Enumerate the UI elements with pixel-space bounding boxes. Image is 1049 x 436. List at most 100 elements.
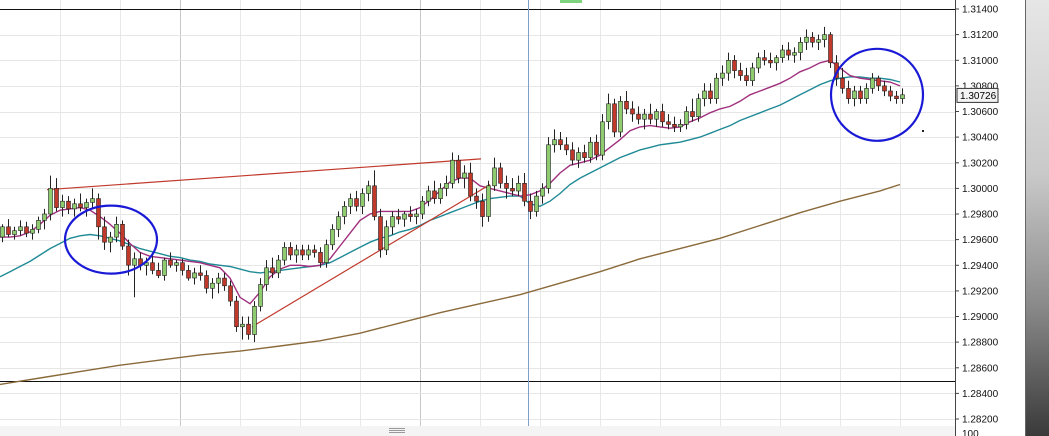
candle: [186, 265, 191, 281]
trend-line-0: [46, 158, 482, 191]
y-tick-label: 1.31400: [962, 5, 999, 16]
candle: [594, 134, 599, 161]
candle: [768, 52, 773, 68]
candle: [582, 144, 587, 163]
candle: [540, 183, 545, 204]
candle: [618, 96, 623, 138]
candle: [354, 190, 359, 212]
candle: [306, 244, 311, 261]
candle: [720, 65, 725, 86]
sma-slow-line: [0, 183, 901, 386]
y-tick-label-bottom: 100: [962, 429, 979, 436]
candle: [630, 101, 635, 122]
y-tick-label: 1.28400: [962, 389, 999, 400]
candle: [732, 55, 737, 79]
candle: [264, 260, 269, 291]
candle: [342, 201, 347, 225]
y-tick-label: 1.29600: [962, 235, 999, 246]
candle: [642, 108, 647, 130]
candle: [66, 196, 71, 214]
trend-lines: [46, 158, 491, 328]
axis-background: [955, 0, 1025, 436]
candle: [468, 162, 473, 202]
y-tick-label: 1.29000: [962, 312, 999, 323]
candle: [72, 198, 77, 217]
candle: [504, 175, 509, 199]
candle: [900, 88, 905, 104]
y-tick-label: 1.28800: [962, 338, 999, 349]
candle: [396, 208, 401, 225]
y-tick-label: 1.30800: [962, 81, 999, 92]
candle: [774, 55, 779, 71]
candle: [360, 188, 365, 214]
y-tick-label: 1.30000: [962, 184, 999, 195]
candle: [180, 258, 185, 276]
candle: [210, 278, 215, 299]
candle: [672, 116, 677, 132]
candle: [564, 137, 569, 156]
candle: [780, 44, 785, 63]
plot-area[interactable]: [0, 0, 955, 436]
candle: [390, 211, 395, 235]
resize-grip[interactable]: [389, 428, 405, 433]
annotation-circle-1: [829, 47, 925, 142]
candle: [522, 173, 527, 207]
candle: [12, 226, 17, 240]
candle: [228, 280, 233, 307]
axis-ticks: 1.31400 1.31200 1.31000 1.30800 1.30600 1.304…: [955, 5, 999, 436]
candle: [486, 180, 491, 222]
candle: [762, 50, 767, 66]
candle: [408, 206, 413, 222]
candle: [348, 193, 353, 214]
candle: [48, 175, 53, 221]
candle: [552, 129, 557, 153]
candle: [258, 278, 263, 312]
candle: [6, 219, 11, 238]
candle: [888, 85, 893, 102]
plot-background: [0, 0, 955, 436]
candle: [54, 178, 59, 212]
candle: [174, 260, 179, 272]
candle: [696, 93, 701, 122]
candle: [246, 316, 251, 340]
candle: [864, 83, 869, 104]
candle: [0, 224, 5, 243]
horizontal-levels: [0, 9, 955, 382]
candle: [456, 155, 461, 184]
candle: [816, 34, 821, 50]
candle: [36, 216, 41, 234]
candle: [372, 170, 377, 221]
y-tick-label: 1.30200: [962, 158, 999, 169]
candle: [438, 183, 443, 204]
candle: [660, 103, 665, 127]
candle: [870, 73, 875, 94]
candle: [336, 211, 341, 238]
candle: [636, 106, 641, 125]
candle: [822, 26, 827, 48]
candle: [558, 132, 563, 150]
current-price-label: 1.30726: [960, 91, 997, 102]
candle: [276, 255, 281, 279]
y-tick-label: 1.28200: [962, 415, 999, 426]
candle: [648, 103, 653, 125]
candle: [588, 137, 593, 163]
candle: [60, 194, 65, 217]
candle: [294, 244, 299, 263]
candle: [330, 224, 335, 250]
candle: [150, 255, 155, 275]
candle: [858, 85, 863, 104]
candle: [318, 247, 323, 268]
current-price-marker: 1.30726: [956, 87, 999, 103]
desktop-background: [1025, 0, 1049, 436]
bottom-scroll-area[interactable]: [0, 426, 955, 436]
candle: [810, 32, 815, 48]
candle: [894, 91, 899, 104]
candles: [0, 26, 905, 343]
candle: [18, 220, 23, 236]
candle: [252, 301, 257, 343]
candle: [840, 67, 845, 94]
candle: [690, 98, 695, 122]
price-axis[interactable]: 1.31400 1.31200 1.31000 1.30800 1.30600 1.304…: [955, 0, 1025, 436]
candle: [216, 272, 221, 294]
